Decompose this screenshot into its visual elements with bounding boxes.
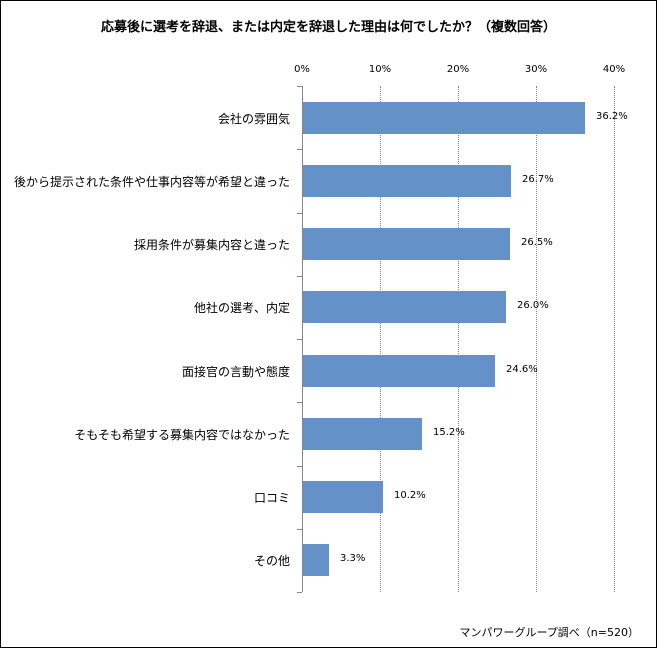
category-label: 会社の雰囲気: [217, 112, 290, 126]
x-tick-label: 0%: [294, 64, 310, 75]
bar: [303, 481, 383, 513]
y-tick: [297, 402, 302, 403]
category-label: 口コミ: [253, 491, 290, 505]
value-label: 36.2%: [596, 111, 628, 122]
value-label: 10.2%: [394, 490, 426, 501]
y-tick: [297, 149, 302, 150]
value-label: 15.2%: [433, 427, 465, 438]
value-label: 26.7%: [522, 174, 554, 185]
y-tick: [297, 339, 302, 340]
bar: [303, 291, 506, 323]
source-note: マンパワーグループ調べ（n=520）: [459, 626, 639, 639]
bar: [303, 165, 511, 197]
category-label: 採用条件が募集内容と違った: [133, 238, 290, 252]
gridline: [458, 86, 459, 592]
y-tick: [297, 86, 302, 87]
gridline: [614, 86, 615, 592]
x-tick-label: 30%: [524, 64, 548, 75]
value-label: 3.3%: [340, 553, 366, 564]
plot-area: 36.2% 26.7% 26.5% 26.0% 24.6% 15.2% 10.2% 3.3%: [297, 86, 628, 593]
category-label: そもそも希望する募集内容ではなかった: [74, 428, 290, 442]
y-tick: [297, 529, 302, 530]
category-label: 他社の選考、内定: [193, 301, 290, 315]
bar: [303, 355, 495, 387]
y-tick: [297, 466, 302, 467]
x-tick-label: 40%: [602, 64, 626, 75]
value-label: 24.6%: [506, 364, 538, 375]
category-label: 面接官の言動や態度: [181, 365, 290, 379]
value-label: 26.5%: [521, 237, 553, 248]
bar: [303, 102, 585, 134]
bar: [303, 544, 329, 576]
category-label: 後から提示された条件や仕事内容等が希望と違った: [13, 175, 290, 189]
value-label: 26.0%: [517, 300, 549, 311]
category-label: その他: [253, 554, 290, 568]
gridline: [380, 86, 381, 592]
chart-title: 応募後に選考を辞退、または内定を辞退した理由は何でしたか？（複数回答）: [100, 20, 556, 35]
y-tick: [297, 213, 302, 214]
y-tick: [297, 276, 302, 277]
x-tick-label: 10%: [368, 64, 392, 75]
y-tick: [297, 592, 302, 593]
x-tick-label: 20%: [446, 64, 470, 75]
bar: [303, 228, 510, 260]
gridline: [536, 86, 537, 592]
y-axis-line: [302, 86, 303, 592]
bar: [303, 418, 422, 450]
